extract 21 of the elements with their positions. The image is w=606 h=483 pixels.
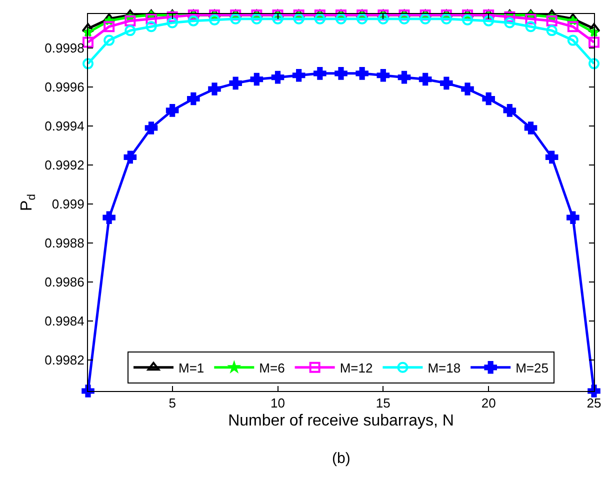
legend-label: M=18 [428, 360, 461, 376]
y-tick-label: 0.999 [52, 196, 84, 212]
y-tick-label: 0.9998 [44, 40, 84, 56]
x-tick-label: 25 [586, 396, 602, 411]
x-axis-title: Number of receive subarrays, N [228, 412, 454, 430]
text: (b) [332, 450, 350, 467]
y-tick-label: 0.9992 [44, 158, 84, 173]
x-tick-label: 20 [481, 396, 496, 411]
legend-label: M=25 [516, 360, 548, 376]
legend-label: M=6 [259, 360, 285, 376]
y-tick-label: 0.9982 [44, 352, 84, 368]
x-tick-label: 5 [168, 396, 176, 411]
legend-label: M=12 [340, 360, 373, 376]
y-tick-label: 0.9988 [44, 235, 84, 250]
y-tick-label: 0.9986 [44, 274, 84, 290]
x-tick-label: 10 [270, 396, 285, 411]
legend-label: M=1 [178, 360, 204, 376]
y-tick-label: 0.9984 [44, 313, 84, 328]
x-tick-label: 15 [376, 396, 390, 411]
y-tick-label: 0.9996 [44, 80, 84, 95]
y-tick-label: 0.9994 [44, 118, 84, 134]
